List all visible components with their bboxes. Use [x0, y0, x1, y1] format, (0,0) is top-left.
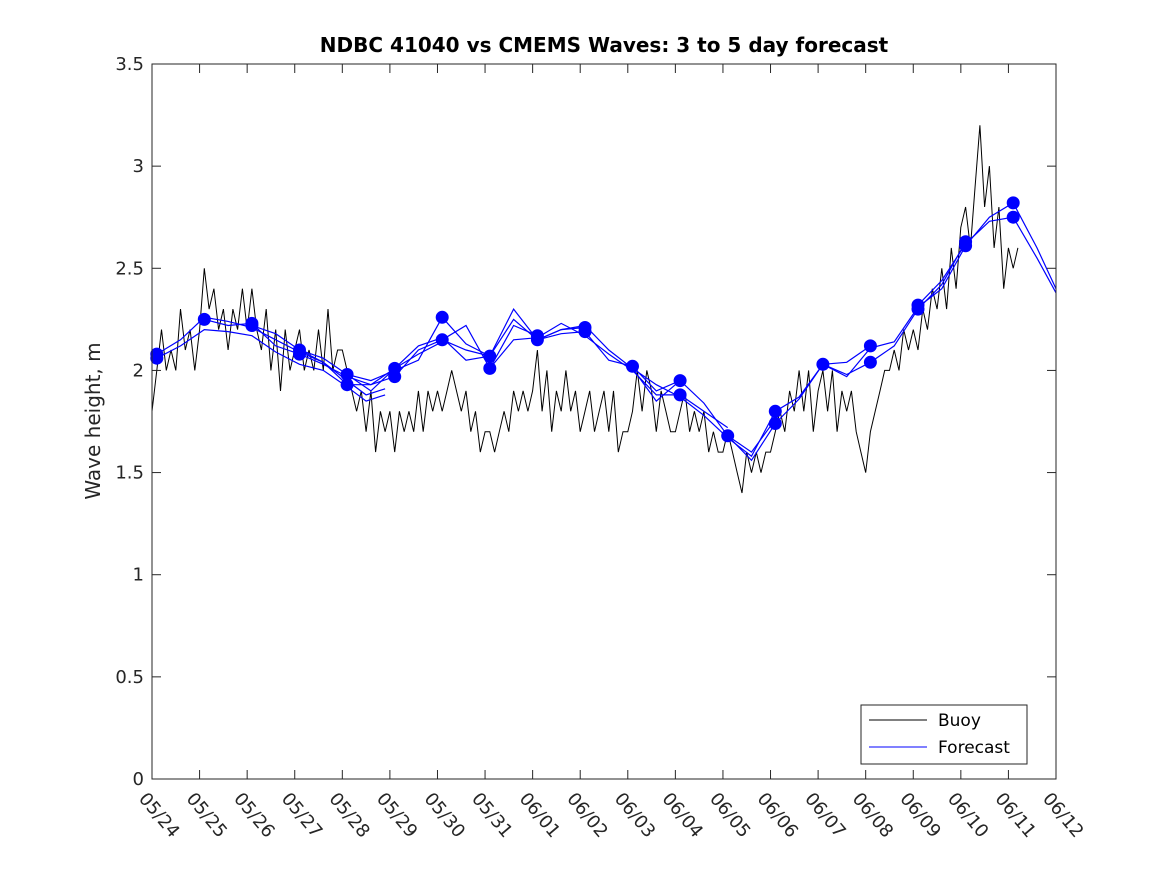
forecast-marker-17 — [530, 333, 544, 347]
y-tick-label: 0 — [133, 769, 144, 790]
forecast-marker-19 — [578, 325, 592, 339]
forecast-series-line-3 — [204, 318, 443, 386]
forecast-marker-21 — [673, 374, 687, 388]
forecast-marker-27 — [863, 339, 877, 353]
forecast-series-line-4 — [251, 316, 491, 382]
forecast-marker-8 — [340, 368, 354, 381]
forecast-marker-14 — [483, 349, 497, 363]
forecast-marker-23 — [721, 429, 735, 443]
forecast-marker-13 — [435, 333, 449, 347]
y-tick-label: 3 — [133, 156, 144, 177]
forecast-marker-3 — [197, 312, 211, 326]
forecast-series-line-5 — [299, 324, 538, 386]
forecast-series-line-13 — [917, 216, 1057, 306]
forecast-marker-24 — [768, 404, 782, 418]
y-tick-label: 3.5 — [115, 54, 144, 75]
forecast-series-line-2 — [156, 328, 386, 402]
forecast-marker-5 — [245, 316, 259, 330]
forecast-marker-34 — [1006, 210, 1020, 224]
axes-box — [151, 63, 1057, 780]
y-tick-label: 2.5 — [115, 258, 144, 279]
forecast-marker-11 — [388, 370, 402, 384]
forecast-marker-28 — [863, 355, 877, 369]
forecast-series-line-12 — [822, 202, 1057, 378]
forecast-marker-26 — [816, 357, 830, 371]
plot-area — [150, 125, 1057, 494]
forecast-marker-32 — [959, 239, 973, 253]
forecast-marker-15 — [483, 361, 497, 375]
legend-forecast-label: Forecast — [938, 738, 1010, 758]
legend: Buoy Forecast — [860, 704, 1028, 765]
forecast-marker-9 — [340, 378, 354, 392]
forecast-marker-12 — [435, 310, 449, 324]
forecast-series-line-9 — [537, 324, 776, 453]
forecast-series-line-8 — [489, 322, 729, 429]
forecast-marker-25 — [768, 417, 782, 430]
forecast-series-line-10 — [632, 345, 871, 458]
forecast-marker-30 — [911, 302, 925, 316]
forecast-marker-22 — [673, 388, 687, 402]
legend-buoy-label: Buoy — [938, 711, 981, 731]
chart-title: NDBC 41040 vs CMEMS Waves: 3 to 5 day fo… — [320, 33, 889, 57]
y-tick-label: 0.5 — [115, 667, 144, 688]
y-tick-label: 1 — [133, 565, 144, 586]
buoy-series-line — [151, 125, 1019, 494]
forecast-marker-7 — [293, 347, 306, 361]
forecast-marker-20 — [626, 359, 639, 373]
forecast-marker-33 — [1006, 196, 1020, 210]
y-tick-label: 1.5 — [115, 463, 144, 484]
forecast-marker-2 — [150, 351, 164, 365]
y-axis-label: Wave height, m — [81, 342, 105, 499]
y-tick-label: 2 — [133, 360, 144, 381]
legend-box — [860, 704, 1028, 765]
